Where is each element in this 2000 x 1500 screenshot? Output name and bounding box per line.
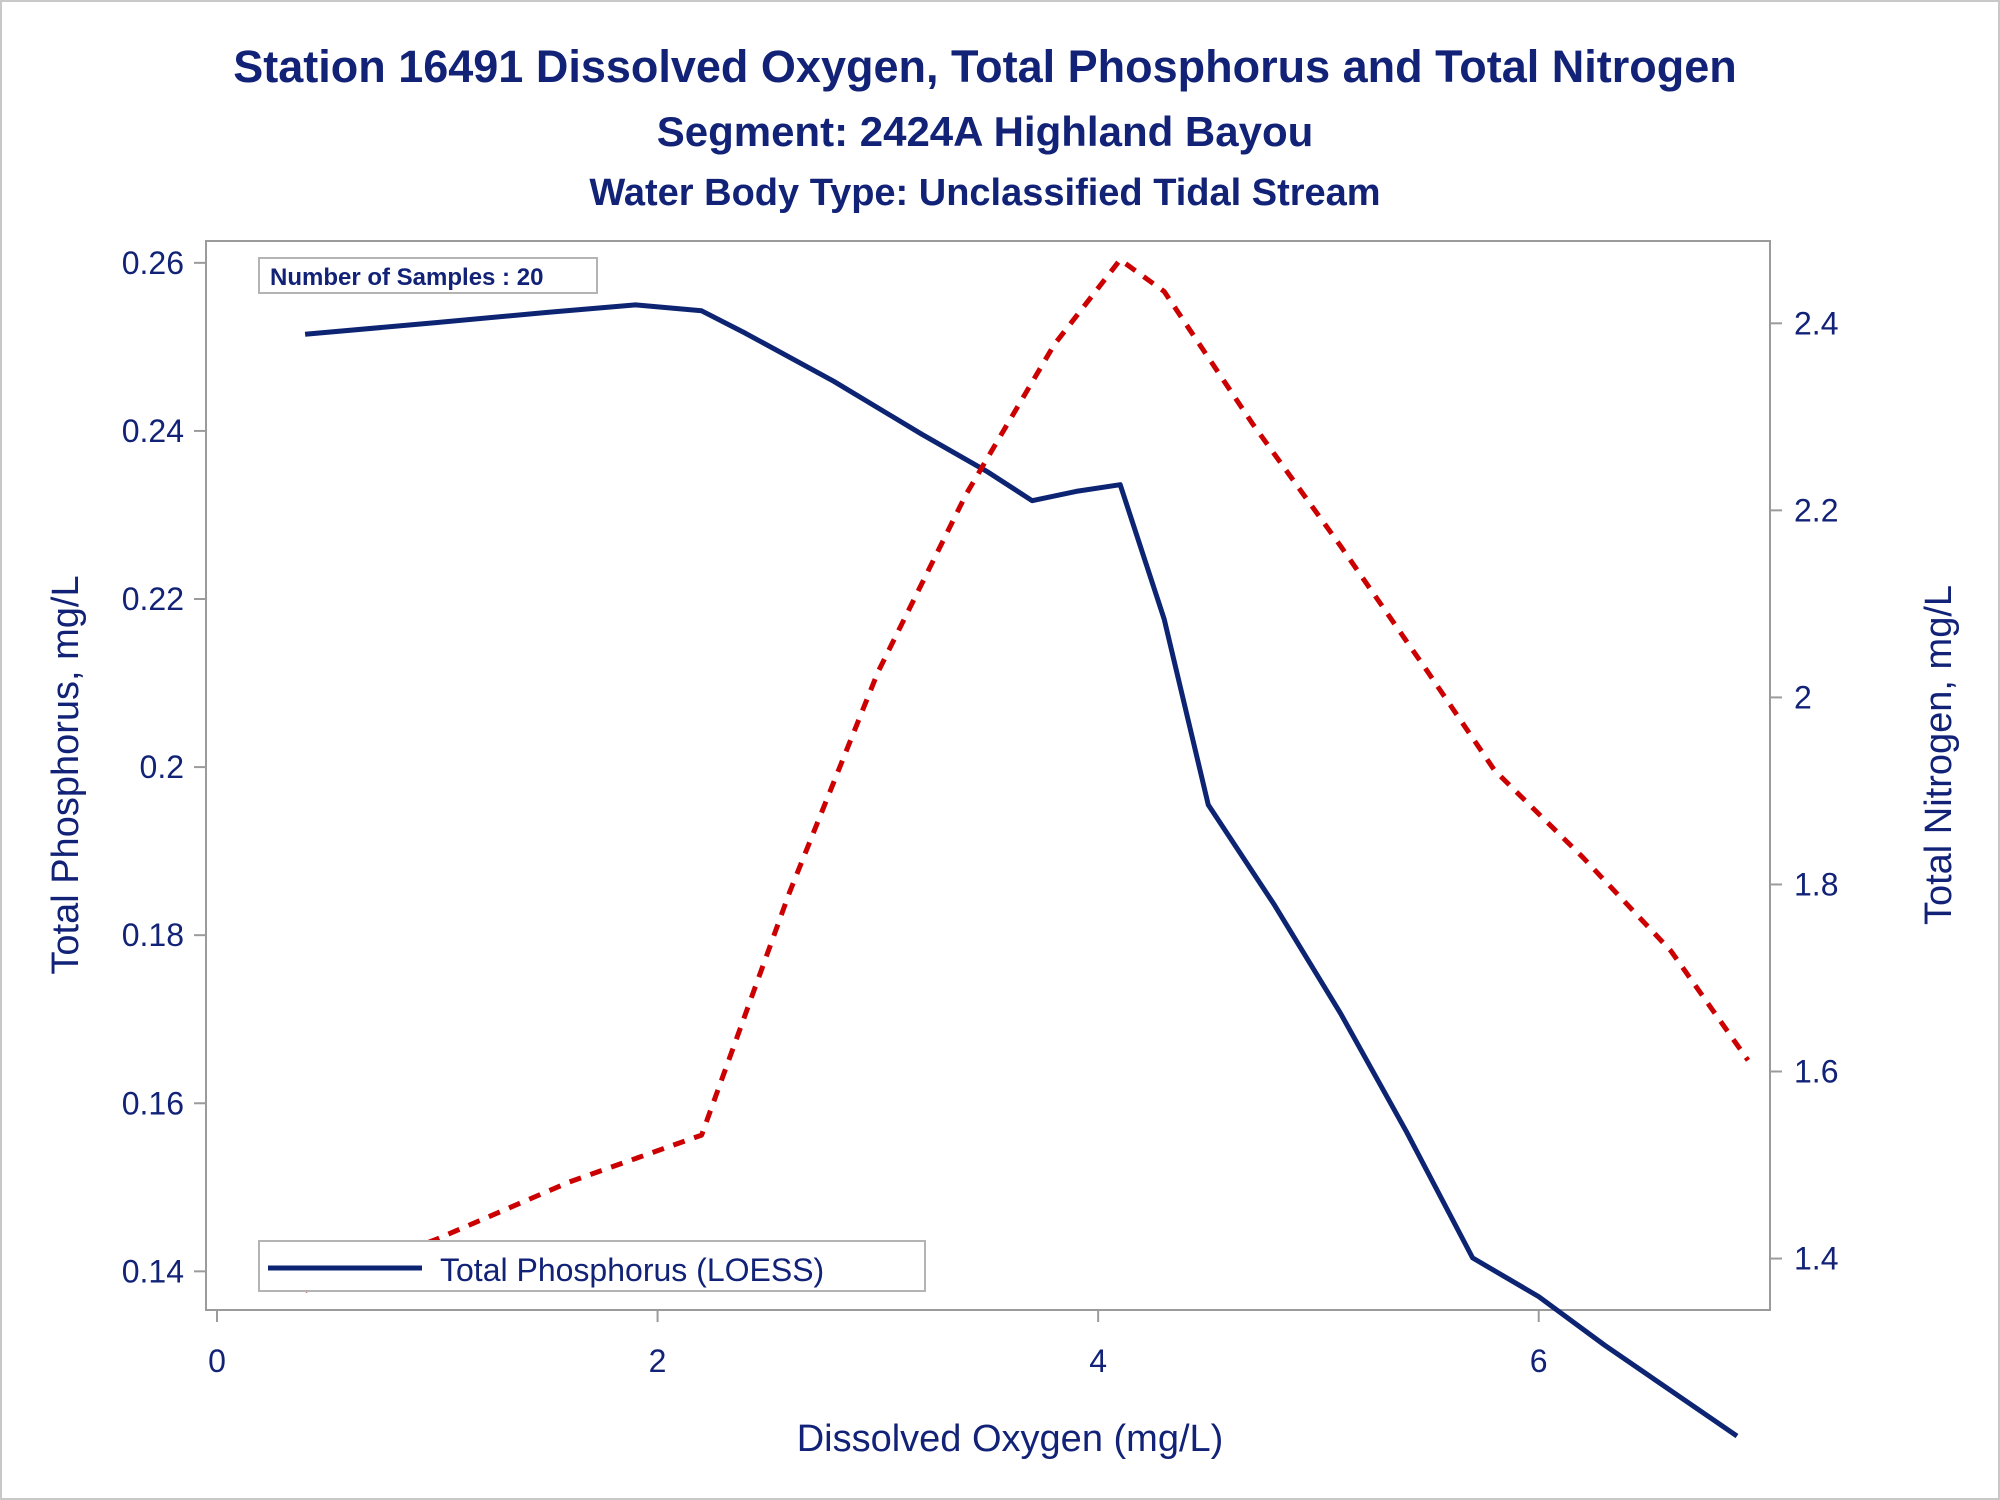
x-tick-label: 6 bbox=[1530, 1343, 1548, 1379]
series-line-total-nitrogen-loess bbox=[304, 257, 1751, 1293]
x-tick-label: 2 bbox=[649, 1343, 667, 1379]
y-left-tick-label: 0.22 bbox=[122, 581, 184, 617]
y-right-tick-label: 2.4 bbox=[1794, 305, 1838, 341]
x-axis-label: Dissolved Oxygen (mg/L) bbox=[797, 1418, 1224, 1460]
y-right-tick-label: 2.2 bbox=[1794, 492, 1838, 528]
y-left-tick-label: 0.24 bbox=[122, 413, 184, 449]
y-left-tick-label: 0.26 bbox=[122, 245, 184, 281]
chart-subtitle-2: Water Body Type: Unclassified Tidal Stre… bbox=[589, 172, 1380, 214]
sample-count-box: Number of Samples : 20 bbox=[258, 257, 598, 294]
y-right-tick-label: 2 bbox=[1794, 679, 1812, 715]
x-tick-label: 4 bbox=[1089, 1343, 1107, 1379]
legend-border bbox=[258, 1240, 926, 1292]
y-axis-right: 1.4 1.6 1.8 2 2.2 2.4 bbox=[1770, 305, 1838, 1277]
plot-area-frame bbox=[205, 240, 1771, 1311]
y-right-tick-label: 1.6 bbox=[1794, 1054, 1838, 1090]
sample-count-box-border bbox=[258, 257, 598, 294]
y-right-tick-label: 1.8 bbox=[1794, 866, 1838, 902]
y-left-tick-label: 0.14 bbox=[122, 1253, 184, 1289]
x-tick-label: 0 bbox=[208, 1343, 226, 1379]
y-axis-right-label: Total Nitrogen, mg/L bbox=[1918, 585, 1960, 925]
y-right-tick-label: 1.4 bbox=[1794, 1241, 1838, 1277]
chart-subtitle: Segment: 2424A Highland Bayou bbox=[657, 108, 1314, 155]
legend: Total Phosphorus (LOESS) bbox=[258, 1240, 926, 1292]
y-left-tick-label: 0.16 bbox=[122, 1085, 184, 1121]
series-layer bbox=[304, 257, 1751, 1439]
legend-label-total-phosphorus: Total Phosphorus (LOESS) bbox=[440, 1252, 824, 1288]
y-left-tick-label: 0.18 bbox=[122, 917, 184, 953]
chart-title: Station 16491 Dissolved Oxygen, Total Ph… bbox=[233, 41, 1737, 92]
y-axis-left-label: Total Phosphorus, mg/L bbox=[45, 575, 87, 974]
x-axis: 0 2 4 6 bbox=[208, 1310, 1548, 1379]
sample-count-annotation: Number of Samples : 20 bbox=[270, 264, 543, 291]
series-line-total-phosphorus-loess bbox=[304, 302, 1739, 1439]
y-left-tick-label: 0.2 bbox=[140, 749, 184, 785]
y-axis-left: 0.14 0.16 0.18 0.2 0.22 0.24 0.26 bbox=[122, 245, 206, 1289]
